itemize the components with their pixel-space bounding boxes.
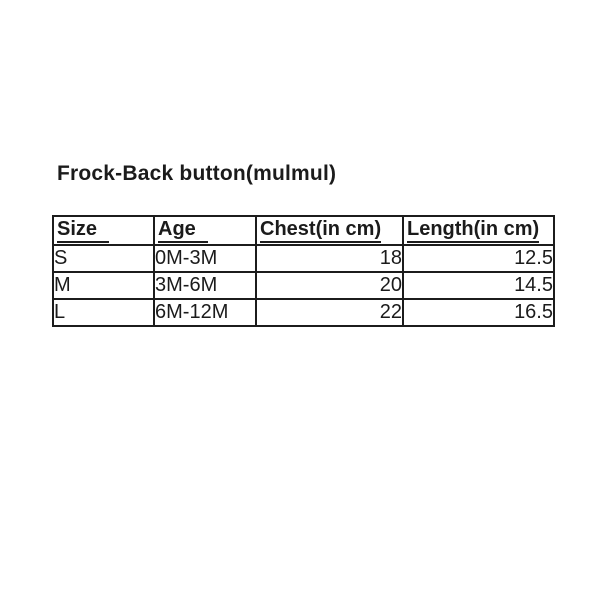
size-cell: L bbox=[52, 298, 155, 327]
column-header-chest-label: Chest(in cm) bbox=[260, 219, 382, 243]
column-header-length: Length(in cm) bbox=[402, 215, 555, 246]
column-header-age-label: Age bbox=[158, 219, 208, 243]
age-cell: 6M-12M bbox=[153, 298, 257, 327]
column-header-chest: Chest(in cm) bbox=[255, 215, 404, 246]
size-cell: M bbox=[52, 271, 155, 300]
chest-cell: 20 bbox=[255, 271, 404, 300]
column-header-age: Age bbox=[153, 215, 257, 246]
table-row: L 6M-12M 22 16.5 bbox=[52, 298, 555, 327]
length-cell: 16.5 bbox=[402, 298, 555, 327]
length-cell: 12.5 bbox=[402, 244, 555, 273]
length-cell: 14.5 bbox=[402, 271, 555, 300]
column-header-size: Size bbox=[52, 215, 155, 246]
table-row: S 0M-3M 18 12.5 bbox=[52, 244, 555, 273]
table-row: M 3M-6M 20 14.5 bbox=[52, 271, 555, 300]
age-cell: 3M-6M bbox=[153, 271, 257, 300]
age-cell: 0M-3M bbox=[153, 244, 257, 273]
chest-cell: 22 bbox=[255, 298, 404, 327]
column-header-length-label: Length(in cm) bbox=[407, 219, 540, 243]
chest-cell: 18 bbox=[255, 244, 404, 273]
page-title: Frock-Back button(mulmul) bbox=[57, 162, 337, 185]
size-chart-table: Size Age Chest(in cm) Length(in cm) S 0M… bbox=[52, 215, 555, 327]
table-header: Size Age Chest(in cm) Length(in cm) bbox=[52, 215, 555, 246]
header-row: Size Age Chest(in cm) Length(in cm) bbox=[52, 215, 555, 246]
size-cell: S bbox=[52, 244, 155, 273]
table-body: S 0M-3M 18 12.5 M 3M-6M 20 14.5 L 6M-12M… bbox=[52, 244, 555, 327]
column-header-size-label: Size bbox=[57, 219, 110, 243]
